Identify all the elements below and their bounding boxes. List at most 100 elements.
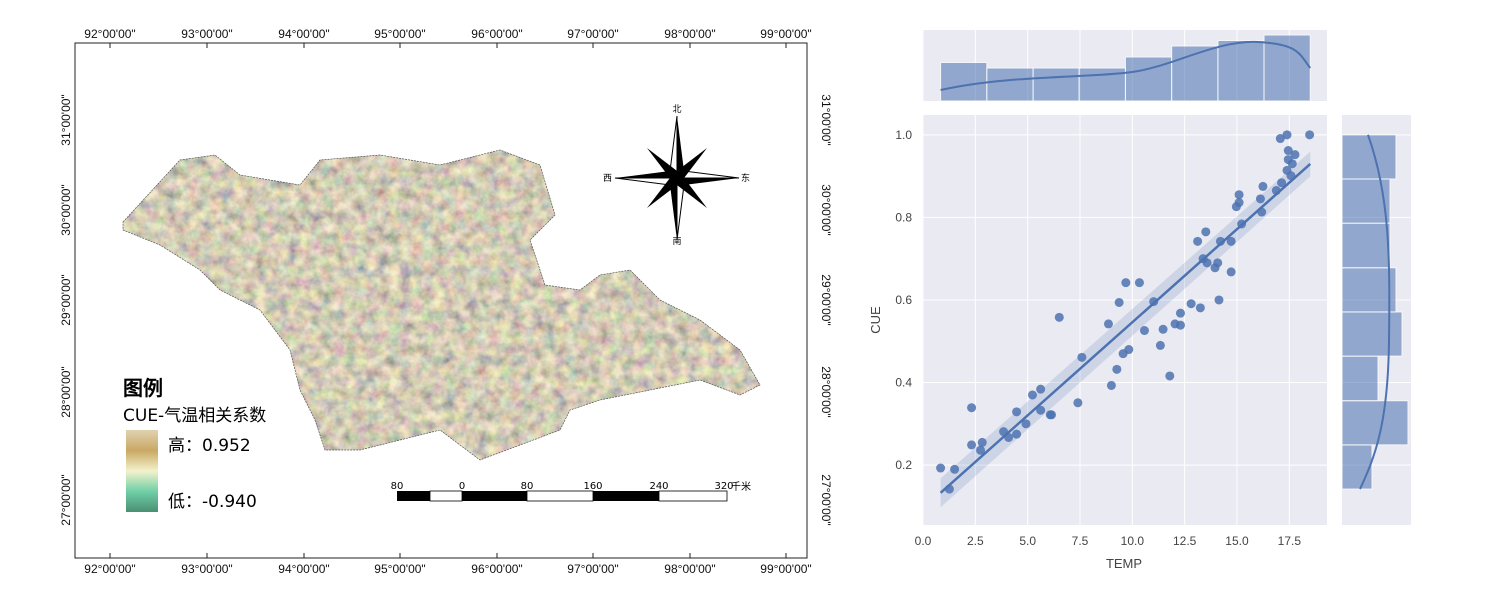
map-panel: 92°00'00" 93°00'00" 94°00'00" 95°00'00" 96°0…: [59, 27, 833, 576]
y-tick-label: 0.4: [895, 376, 912, 390]
x-histogram-bar: [940, 62, 988, 102]
y-kde-curve: [1359, 134, 1391, 490]
scale-label: 240: [649, 481, 668, 492]
latitude-label: 28°00'00": [59, 366, 73, 417]
scatter-point: [1275, 134, 1285, 144]
scatter-point: [1021, 419, 1031, 429]
longitude-label: 96°00'00": [471, 27, 522, 41]
scatter-point: [1103, 319, 1113, 329]
scatter-point: [1134, 278, 1144, 288]
regression-line: [939, 163, 1312, 494]
scale-unit: 千米: [731, 480, 751, 493]
scatter-point: [1165, 371, 1175, 381]
y-histogram-bar: [1341, 444, 1373, 490]
latitude-label: 27°00'00": [819, 474, 833, 525]
scatter-point: [977, 437, 987, 447]
x-tick-label: 0.0: [915, 534, 932, 548]
scatter-point: [1121, 278, 1131, 288]
scatter-point: [1036, 384, 1046, 394]
longitude-label: 94°00'00": [278, 562, 329, 576]
scatter-point: [1282, 130, 1292, 140]
scatter-point: [1215, 236, 1225, 246]
latitude-label: 29°00'00": [819, 274, 833, 325]
x-tick-label: 15.0: [1225, 534, 1249, 548]
y-histogram-bar: [1341, 355, 1379, 402]
joint-plot: 0.0 2.5 5.0 7.5 10.0 12.5 15.0 17.5 0.2 0.4 0.6 0.8…: [868, 30, 1411, 571]
legend-colorbar: [126, 430, 158, 512]
scatter-point: [1012, 407, 1022, 417]
scale-label: 80: [391, 481, 404, 492]
latitude-label: 29°00'00": [59, 274, 73, 325]
scatter-point: [1139, 326, 1149, 336]
scatter-point: [967, 403, 977, 413]
scatter-point: [1195, 303, 1205, 313]
y-histogram-bar: [1341, 400, 1409, 446]
scatter-point: [1277, 178, 1287, 188]
scatter-point: [1158, 324, 1168, 334]
x-tick-label: 10.0: [1121, 534, 1145, 548]
x-kde-curve: [940, 40, 1312, 91]
scale-label: 160: [583, 481, 602, 492]
x-histogram-bar: [1217, 40, 1265, 102]
x-tick-label: 2.5: [967, 534, 984, 548]
scatter-point: [1175, 308, 1185, 318]
scatter-point: [950, 464, 960, 474]
map-legend: 图例 CUE-气温相关系数 高：0.952 低：-0.940: [123, 376, 266, 512]
scatter-point: [1047, 410, 1057, 420]
longitude-label: 98°00'00": [664, 562, 715, 576]
x-axis-label: TEMP: [1106, 556, 1142, 571]
longitude-label: 95°00'00": [374, 562, 425, 576]
scatter-point: [1213, 258, 1223, 268]
scatter-point: [1305, 130, 1315, 140]
x-tick-label: 7.5: [1072, 534, 1089, 548]
y-histogram-bar: [1341, 178, 1391, 224]
longitude-label: 99°00'00": [760, 27, 811, 41]
scatter-point: [1290, 150, 1300, 160]
scatter-panel: [923, 115, 1327, 525]
x-histogram-bar: [1263, 34, 1311, 102]
scatter-point: [967, 440, 977, 450]
scatter-point: [1114, 297, 1124, 307]
scatter-point: [1226, 267, 1236, 277]
scatter-point: [976, 445, 986, 455]
scatter-point: [1112, 364, 1122, 374]
scatter-point: [1287, 159, 1297, 169]
x-histogram-bar: [986, 67, 1034, 102]
x-tick-label: 12.5: [1173, 534, 1197, 548]
longitude-label: 96°00'00": [471, 562, 522, 576]
scatter-point: [1124, 345, 1134, 355]
x-histogram-bar: [1032, 67, 1080, 102]
longitude-label: 97°00'00": [567, 562, 618, 576]
compass-north: 北: [672, 104, 681, 115]
scale-label: 0: [459, 481, 465, 492]
scatter-point: [1226, 236, 1236, 246]
longitude-label: 92°00'00": [84, 562, 135, 576]
scale-label: 80: [521, 481, 534, 492]
y-histogram-bar: [1341, 134, 1397, 180]
compass-east: 东: [741, 172, 750, 184]
longitude-label: 95°00'00": [374, 27, 425, 41]
scatter-point: [1258, 181, 1268, 191]
scatter-point: [1077, 352, 1087, 362]
y-histogram-bar: [1341, 222, 1391, 269]
scatter-point: [1234, 190, 1244, 200]
y-tick-label: 0.8: [895, 210, 912, 224]
legend-low: 低：-0.940: [168, 492, 257, 512]
scale-label: 320: [714, 481, 733, 492]
scatter-point: [1193, 236, 1203, 246]
y-histogram-bar: [1341, 267, 1397, 313]
scatter-point: [1201, 227, 1211, 237]
y-tick-label: 0.2: [895, 458, 912, 472]
longitude-label: 98°00'00": [664, 27, 715, 41]
scatter-point: [1234, 198, 1244, 208]
x-tick-label: 17.5: [1278, 534, 1302, 548]
latitude-label: 30°00'00": [59, 184, 73, 235]
legend-subtitle: CUE-气温相关系数: [123, 406, 266, 426]
longitude-label: 97°00'00": [567, 27, 618, 41]
scatter-point: [1202, 258, 1212, 268]
scatter-point: [1283, 146, 1293, 156]
scatter-point: [1255, 194, 1265, 204]
latitude-label: 31°00'00": [819, 94, 833, 145]
scatter-point: [1175, 320, 1185, 330]
